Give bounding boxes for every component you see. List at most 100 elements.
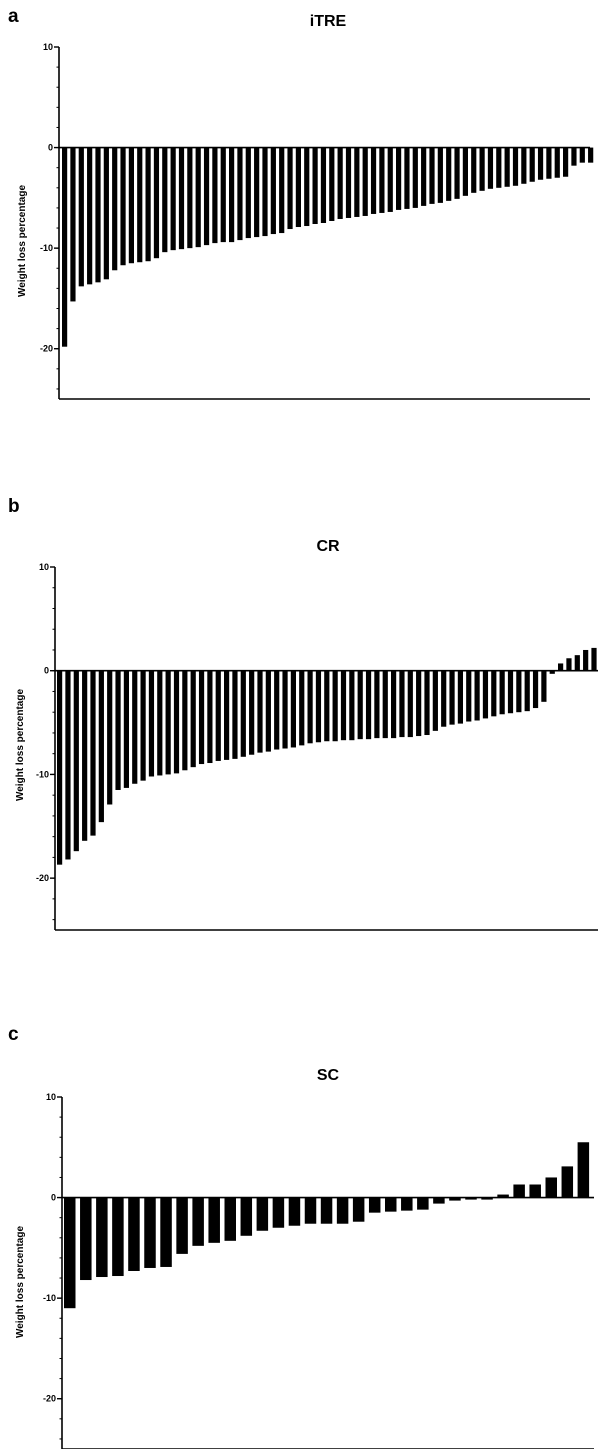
bar — [324, 670, 330, 742]
bar — [115, 670, 121, 790]
bar — [224, 1197, 236, 1241]
bar — [182, 670, 188, 771]
y-tick-label: -20 — [43, 1394, 56, 1404]
bar — [446, 147, 452, 201]
panel-b: b CR Weight loss percentage 10 0 -10 -20 — [8, 496, 598, 931]
bar — [80, 1197, 92, 1281]
bar — [449, 670, 455, 725]
bar — [170, 147, 176, 251]
bar — [78, 147, 84, 287]
bar — [499, 670, 505, 715]
y-tick-label: 10 — [46, 1092, 56, 1102]
bar — [574, 655, 580, 671]
bar — [437, 147, 443, 203]
bar — [558, 663, 564, 671]
bar — [212, 147, 218, 244]
panel-letter: a — [8, 6, 19, 27]
bar — [229, 147, 235, 243]
bar — [416, 670, 422, 737]
bar — [532, 670, 539, 709]
bar — [546, 147, 552, 179]
bar — [433, 1197, 445, 1204]
bar — [579, 147, 585, 163]
bar — [178, 147, 185, 250]
bar — [465, 1197, 477, 1200]
chart-title: iTRE — [310, 13, 347, 30]
bar — [471, 147, 477, 193]
bar — [103, 147, 109, 280]
bar — [481, 1197, 493, 1200]
bar — [449, 1197, 461, 1201]
bar — [491, 670, 497, 717]
y-tick-label: -10 — [40, 243, 53, 253]
y-tick-label: -10 — [43, 1293, 56, 1303]
bar — [545, 1177, 557, 1198]
bar — [254, 147, 260, 238]
bar — [588, 147, 594, 163]
bar — [563, 147, 569, 177]
panel-c: c SC Weight loss percentage 10 0 -10 -20 — [8, 1024, 594, 1449]
bar — [320, 147, 327, 223]
bar — [162, 147, 168, 253]
y-tick-label: 0 — [51, 1193, 56, 1203]
panel-a: a iTRE Weight loss percentage 10 0 -10 -20 — [8, 6, 594, 400]
bar — [412, 147, 418, 208]
bar — [497, 1194, 509, 1198]
y-tick-label: -10 — [36, 769, 49, 779]
bar — [504, 147, 510, 187]
bar — [123, 670, 129, 788]
panel-letter: b — [8, 496, 20, 517]
bar — [474, 670, 480, 721]
bar — [157, 670, 163, 776]
bar — [566, 658, 572, 671]
bar — [365, 670, 372, 740]
bar — [203, 147, 210, 246]
bars — [62, 147, 594, 347]
bar — [399, 670, 405, 738]
bar — [379, 147, 385, 213]
bar — [352, 1197, 365, 1222]
bar — [98, 670, 104, 823]
bar — [537, 147, 544, 180]
bar — [417, 1197, 429, 1210]
bar — [207, 670, 213, 764]
y-tick-label: 10 — [43, 42, 53, 52]
bar — [57, 670, 63, 865]
bar — [304, 1197, 317, 1224]
bar — [173, 670, 180, 774]
bar — [429, 147, 435, 204]
bar — [287, 147, 293, 230]
bar — [90, 670, 96, 836]
bar — [382, 670, 388, 739]
bar — [270, 147, 276, 235]
bar — [349, 670, 355, 741]
y-axis-label: Weight loss percentage — [15, 1226, 26, 1339]
bar — [192, 1197, 204, 1246]
bar — [482, 670, 489, 719]
axes: 10 0 -10 -20 — [43, 1092, 594, 1449]
bar — [176, 1197, 188, 1254]
bar — [404, 147, 410, 209]
bar — [479, 147, 485, 191]
bar — [96, 1197, 108, 1278]
y-axis-label: Weight loss percentage — [17, 185, 28, 298]
bar — [354, 147, 360, 217]
bar — [512, 147, 519, 186]
bar — [257, 670, 263, 753]
bar — [288, 1197, 301, 1226]
bar — [224, 670, 230, 760]
y-tick-label: 0 — [44, 666, 49, 676]
bar — [554, 147, 560, 178]
bar — [215, 670, 221, 761]
bar — [95, 147, 101, 283]
bar — [307, 670, 313, 744]
bar — [454, 147, 460, 199]
panel-letter: c — [8, 1024, 19, 1045]
bar — [262, 147, 268, 237]
bar — [107, 670, 113, 805]
bar — [249, 670, 255, 755]
bar — [507, 670, 514, 714]
bar — [64, 1197, 76, 1309]
bar — [374, 670, 380, 739]
